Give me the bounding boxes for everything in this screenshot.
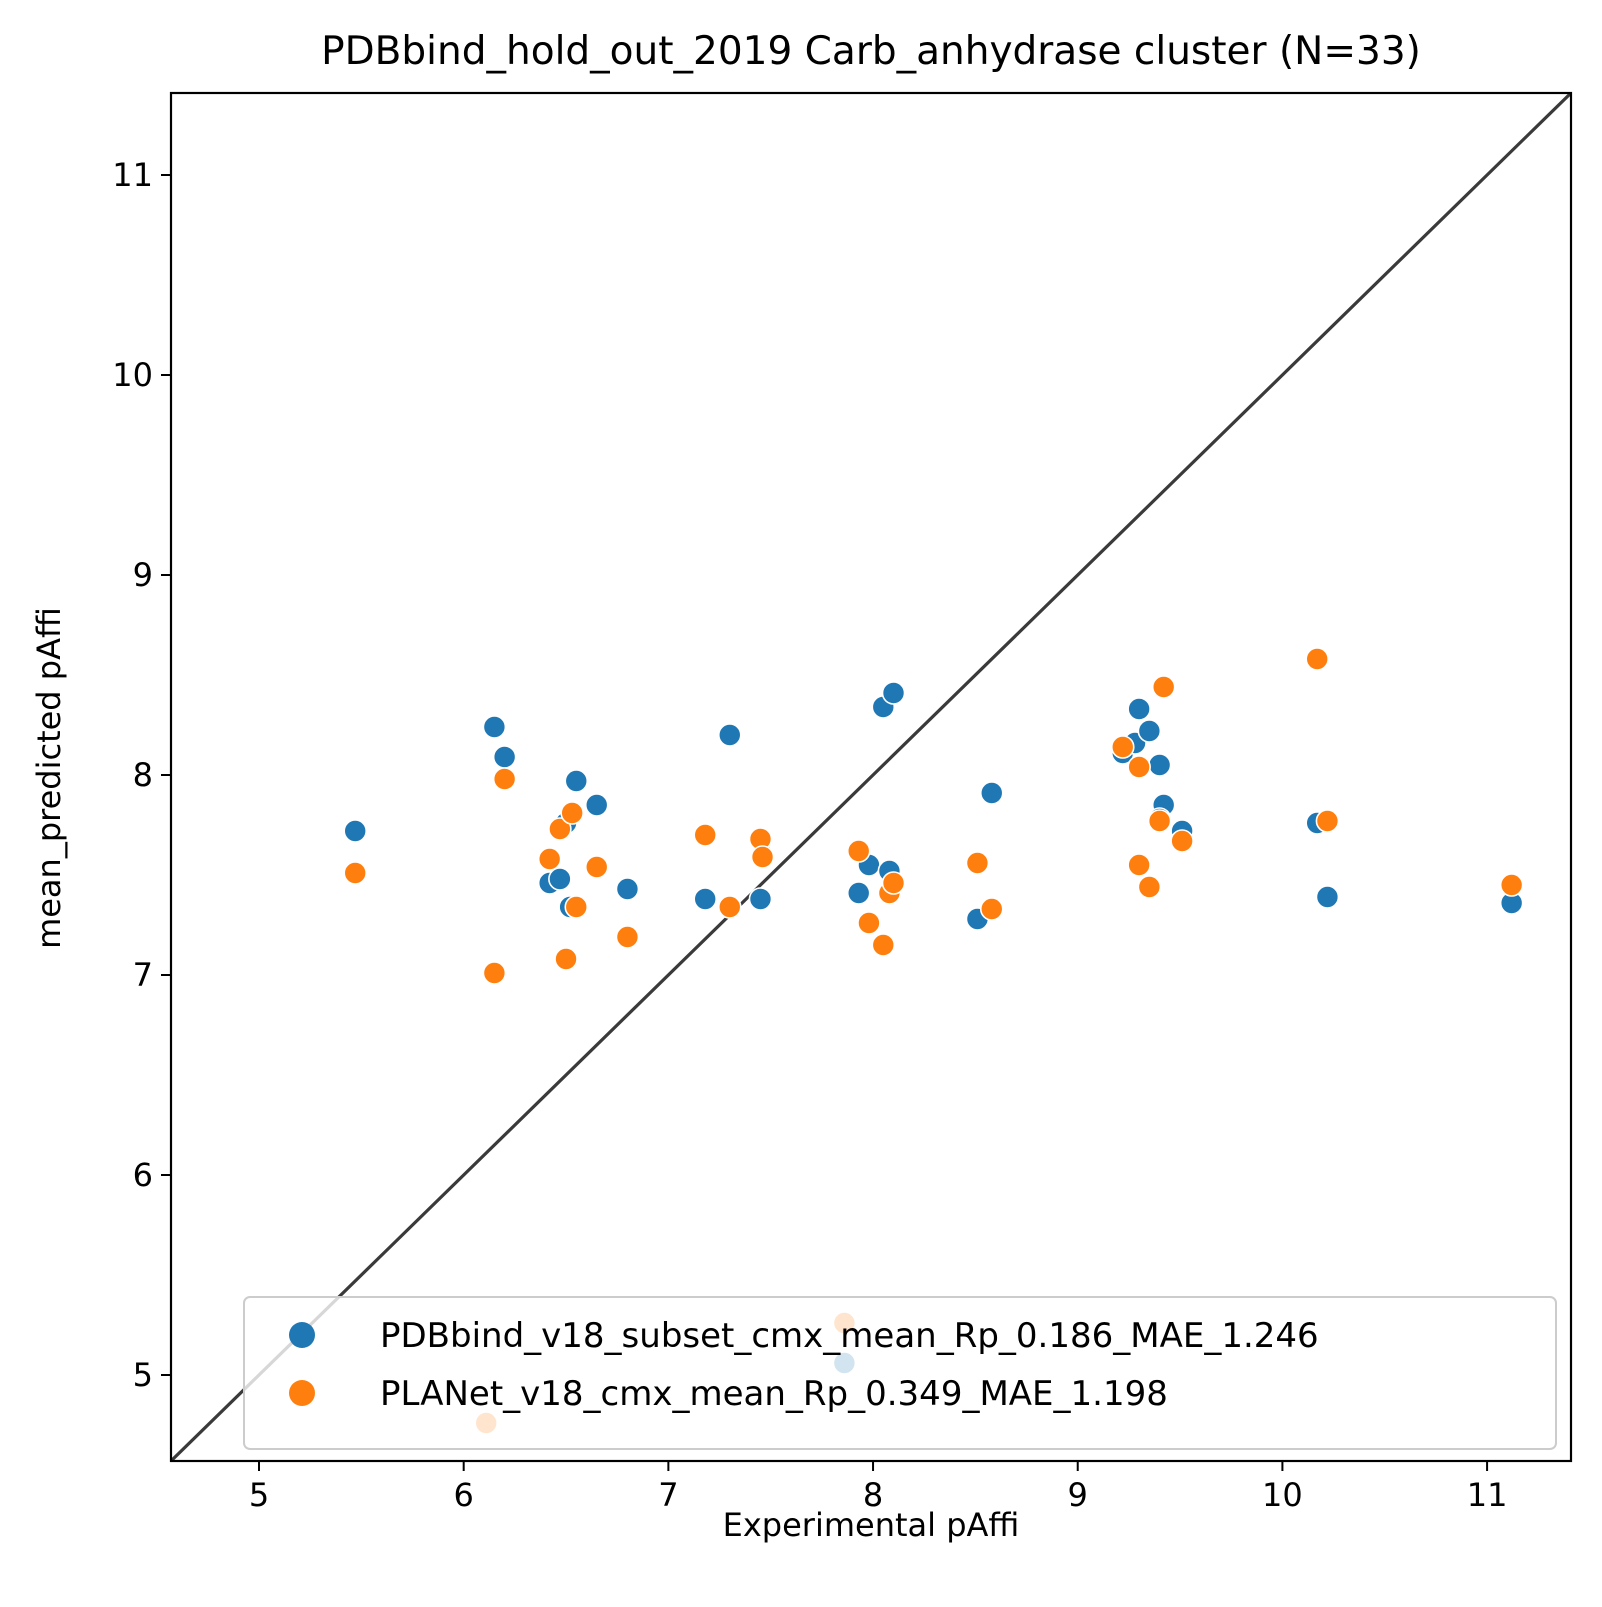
x-axis-label: Experimental pAffi	[723, 1506, 1020, 1544]
data-point	[482, 715, 507, 739]
data-point	[1499, 873, 1524, 897]
data-point	[1147, 753, 1172, 777]
data-point	[1127, 697, 1151, 721]
legend-marker	[289, 1322, 315, 1348]
axes-frame	[169, 91, 1573, 1463]
y-tick-label: 8	[133, 756, 153, 794]
data-point	[846, 839, 871, 863]
y-tick-label: 5	[133, 1356, 153, 1394]
data-point	[554, 947, 578, 971]
y-tick-label: 11	[112, 156, 153, 194]
x-tick-label: 9	[1068, 1476, 1088, 1514]
data-point	[1170, 829, 1194, 853]
x-tick-label: 5	[249, 1476, 269, 1514]
legend-marker	[289, 1380, 315, 1406]
data-point	[615, 877, 640, 901]
data-point	[871, 933, 896, 957]
data-point	[857, 911, 881, 935]
data-point	[537, 847, 562, 871]
data-point	[979, 781, 1004, 805]
data-point	[881, 681, 906, 705]
data-point	[482, 961, 507, 985]
data-point	[748, 887, 773, 911]
data-point	[1127, 853, 1151, 877]
y-axis-label: mean_predicted pAffi	[30, 607, 68, 949]
data-point	[548, 817, 572, 841]
data-point	[1127, 755, 1151, 779]
data-point	[1110, 735, 1135, 759]
data-point	[615, 925, 640, 949]
data-point	[1137, 719, 1162, 743]
data-point	[846, 881, 871, 905]
data-point	[564, 895, 589, 919]
data-point	[693, 887, 718, 911]
identity-line	[171, 93, 1571, 1461]
chart-title: PDBbind_hold_out_2019 Carb_anhydrase clu…	[321, 29, 1421, 74]
data-point	[548, 867, 572, 891]
data-point	[1315, 885, 1340, 909]
data-point	[1151, 675, 1176, 699]
legend-box	[243, 1296, 1557, 1450]
data-point	[492, 745, 517, 769]
y-tick-label: 7	[133, 956, 153, 994]
data-point	[750, 845, 775, 869]
data-point	[1305, 647, 1329, 671]
data-point	[564, 769, 589, 793]
data-point	[979, 897, 1004, 921]
data-point	[492, 767, 517, 791]
x-tick-label: 11	[1467, 1476, 1508, 1514]
y-tick-label: 6	[133, 1156, 153, 1194]
data-point	[881, 871, 906, 895]
data-point	[1147, 809, 1172, 833]
legend-label: PLANet_v18_cmx_mean_Rp_0.349_MAE_1.198	[380, 1374, 1168, 1414]
data-point	[717, 723, 742, 747]
data-point	[965, 851, 990, 875]
data-point	[1315, 809, 1340, 833]
x-tick-label: 7	[658, 1476, 678, 1514]
data-point	[343, 819, 368, 843]
data-point	[343, 861, 368, 885]
x-tick-label: 10	[1262, 1476, 1303, 1514]
data-point	[1137, 875, 1162, 899]
data-point	[717, 895, 742, 919]
y-tick-label: 10	[112, 356, 153, 394]
legend: PDBbind_v18_subset_cmx_mean_Rp_0.186_MAE…	[243, 1296, 1557, 1450]
legend-label: PDBbind_v18_subset_cmx_mean_Rp_0.186_MAE…	[380, 1316, 1319, 1356]
data-point	[584, 793, 609, 817]
data-point	[584, 855, 609, 879]
x-tick-label: 8	[863, 1476, 883, 1514]
data-point	[560, 801, 584, 825]
x-tick-label: 6	[454, 1476, 474, 1514]
data-point	[693, 823, 718, 847]
y-tick-label: 9	[133, 556, 153, 594]
